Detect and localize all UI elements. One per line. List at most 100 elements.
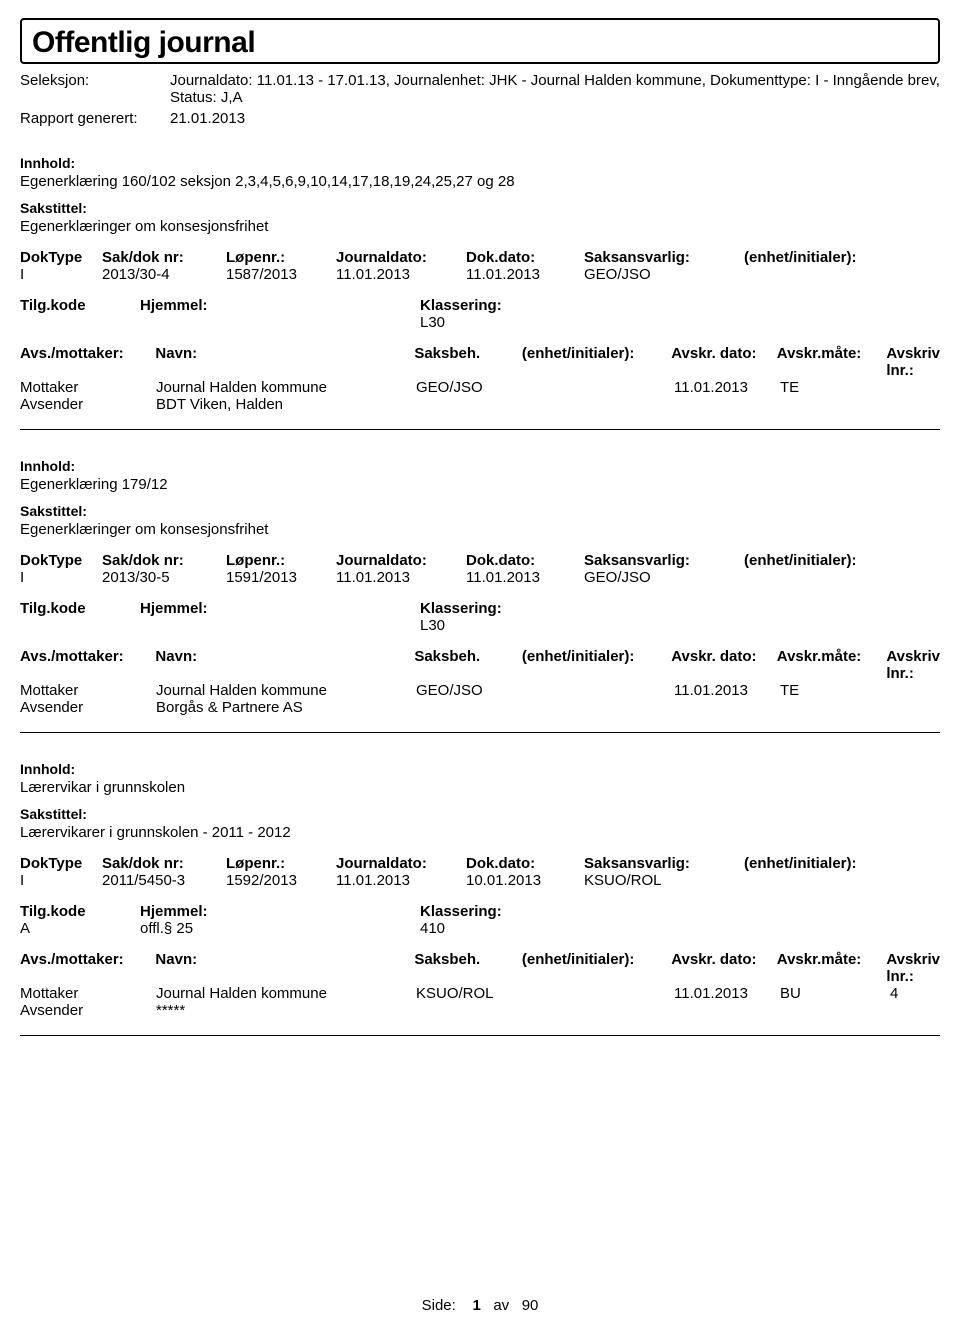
lopenr-value: 1587/2013 (226, 266, 336, 283)
party-row: AvsenderBDT Viken, Halden (20, 396, 940, 413)
tilgkode-value (20, 617, 140, 634)
party-avskr-dato: 11.01.2013 (674, 682, 780, 699)
doktype-value: I (20, 266, 102, 283)
title-box: Offentlig journal (20, 18, 940, 64)
party-role: Avsender (20, 699, 156, 716)
party-avskr-dato (674, 396, 780, 413)
party-row: MottakerJournal Halden kommuneKSUO/ROL11… (20, 985, 940, 1002)
klassering-value: 410 (420, 920, 620, 937)
doktype-value: I (20, 569, 102, 586)
party-enhet (524, 379, 674, 396)
dokdato-value: 11.01.2013 (466, 569, 584, 586)
party-row: AvsenderBorgås & Partnere AS (20, 699, 940, 716)
avskriv-lnr-header: Avskriv lnr.: (886, 345, 940, 379)
journaldato-header: Journaldato: (336, 855, 466, 872)
navn-header: Navn: (155, 648, 414, 682)
party-role: Mottaker (20, 682, 156, 699)
journaldato-value: 11.01.2013 (336, 266, 466, 283)
party-navn: Borgås & Partnere AS (156, 699, 416, 716)
party-enhet (524, 396, 674, 413)
lopenr-value: 1591/2013 (226, 569, 336, 586)
parties-header-row: Avs./mottaker:Navn:Saksbeh.(enhet/initia… (20, 951, 940, 985)
innhold-label: Innhold: (20, 761, 940, 777)
dokdato-value: 10.01.2013 (466, 872, 584, 889)
party-avskr-dato: 11.01.2013 (674, 985, 780, 1002)
avskr-dato-header: Avskr. dato: (671, 345, 777, 379)
sakdoknr-header: Sak/dok nr: (102, 552, 226, 569)
avskr-dato-header: Avskr. dato: (671, 951, 777, 985)
page-title: Offentlig journal (32, 26, 928, 60)
parties-header-row: Avs./mottaker:Navn:Saksbeh.(enhet/initia… (20, 345, 940, 379)
party-role: Mottaker (20, 379, 156, 396)
party-avskriv-lnr (890, 396, 940, 413)
hjemmel-header: Hjemmel: (140, 297, 420, 314)
sakstittel-label: Sakstittel: (20, 806, 940, 822)
saksbeh-header: Saksbeh. (414, 951, 522, 985)
journaldato-value: 11.01.2013 (336, 872, 466, 889)
tilgkode-value: A (20, 920, 140, 937)
lopenr-header: Løpenr.: (226, 855, 336, 872)
party-avskr-mate: TE (780, 379, 890, 396)
seleksjon-label: Seleksjon: (20, 72, 170, 106)
doc-header-row: DokTypeSak/dok nr:Løpenr.:Journaldato:Do… (20, 855, 940, 872)
sakstittel-value: Lærervikarer i grunnskolen - 2011 - 2012 (20, 824, 940, 841)
party-enhet (524, 1002, 674, 1019)
page-total: 90 (522, 1297, 539, 1314)
parties-header-row: Avs./mottaker:Navn:Saksbeh.(enhet/initia… (20, 648, 940, 682)
party-avskriv-lnr: 4 (890, 985, 940, 1002)
journaldato-value: 11.01.2013 (336, 569, 466, 586)
entry-divider (20, 732, 940, 733)
lopenr-header: Løpenr.: (226, 249, 336, 266)
party-saksbeh: GEO/JSO (416, 379, 524, 396)
avsmottaker-header: Avs./mottaker: (20, 345, 155, 379)
sakdoknr-header: Sak/dok nr: (102, 855, 226, 872)
saksansvarlig-header: Saksansvarlig: (584, 552, 744, 569)
klassering-header: Klassering: (420, 297, 620, 314)
party-row: MottakerJournal Halden kommuneGEO/JSO11.… (20, 379, 940, 396)
party-row: Avsender***** (20, 1002, 940, 1019)
party-saksbeh: GEO/JSO (416, 682, 524, 699)
avskriv-lnr-header: Avskriv lnr.: (886, 648, 940, 682)
meta-block: Seleksjon: Journaldato: 11.01.13 - 17.01… (20, 72, 940, 127)
entry-body: Innhold: Lærervikar i grunnskolen Sakstitt… (20, 761, 940, 1031)
party-enhet (524, 682, 674, 699)
party-avskriv-lnr (890, 1002, 940, 1019)
tilg-value-row: L30 (20, 314, 940, 331)
enhet-init-header-2: (enhet/initialer): (522, 951, 671, 985)
innhold-value: Egenerklæring 179/12 (20, 476, 940, 493)
tilgkode-header: Tilg.kode (20, 903, 140, 920)
doktype-value: I (20, 872, 102, 889)
tilgkode-header: Tilg.kode (20, 600, 140, 617)
doktype-header: DokType (20, 552, 102, 569)
saksansvarlig-header: Saksansvarlig: (584, 855, 744, 872)
party-avskriv-lnr (890, 682, 940, 699)
avskr-mate-header: Avskr.måte: (777, 345, 887, 379)
party-navn: Journal Halden kommune (156, 379, 416, 396)
lopenr-header: Løpenr.: (226, 552, 336, 569)
enhet-init-value (744, 872, 940, 889)
tilg-value-row: Aoffl.§ 25410 (20, 920, 940, 937)
party-enhet (524, 985, 674, 1002)
doc-value-row: I2013/30-51591/201311.01.201311.01.2013G… (20, 569, 940, 586)
avsmottaker-header: Avs./mottaker: (20, 648, 155, 682)
sakdoknr-value: 2013/30-4 (102, 266, 226, 283)
dokdato-header: Dok.dato: (466, 855, 584, 872)
hjemmel-header: Hjemmel: (140, 903, 420, 920)
party-avskr-mate (780, 396, 890, 413)
entry-divider (20, 429, 940, 430)
party-avskr-dato (674, 699, 780, 716)
saksansvarlig-value: GEO/JSO (584, 569, 744, 586)
sakstittel-value: Egenerklæringer om konsesjonsfrihet (20, 218, 940, 235)
doc-value-row: I2013/30-41587/201311.01.201311.01.2013G… (20, 266, 940, 283)
journal-entry: Innhold:Egenerklæring 160/102 seksjon 2,… (20, 155, 940, 430)
innhold-value: Lærervikar i grunnskolen (20, 779, 940, 796)
party-role: Mottaker (20, 985, 156, 1002)
meta-rapport: Rapport generert: 21.01.2013 (20, 110, 940, 127)
saksansvarlig-value: GEO/JSO (584, 266, 744, 283)
party-saksbeh (416, 699, 524, 716)
sakdoknr-value: 2013/30-5 (102, 569, 226, 586)
doktype-header: DokType (20, 249, 102, 266)
tilg-header-row: Tilg.kodeHjemmel:Klassering: (20, 297, 940, 314)
klassering-header: Klassering: (420, 903, 620, 920)
hjemmel-value (140, 617, 420, 634)
